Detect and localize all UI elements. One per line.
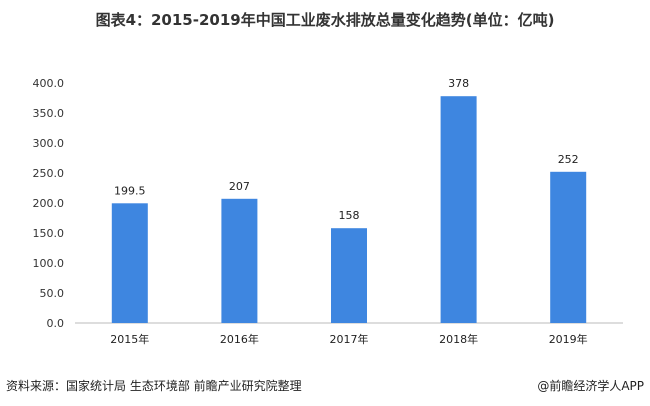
y-tick-label: 150.0 xyxy=(33,227,65,240)
bar xyxy=(550,171,587,323)
y-tick-label: 400.0 xyxy=(33,77,65,90)
data-label: 378 xyxy=(448,77,469,90)
data-label: 252 xyxy=(558,153,579,166)
chart-title: 图表4：2015-2019年中国工业废水排放总量变化趋势(单位：亿吨) xyxy=(95,11,555,29)
y-tick-label: 300.0 xyxy=(33,137,65,150)
bar xyxy=(221,198,258,323)
data-label: 207 xyxy=(229,180,250,193)
x-tick-label: 2015年 xyxy=(110,332,149,346)
y-tick-label: 250.0 xyxy=(33,167,65,180)
y-tick-label: 200.0 xyxy=(33,197,65,210)
y-tick-label: 50.0 xyxy=(40,287,65,300)
y-tick-label: 0.0 xyxy=(47,317,65,330)
x-tick-label: 2017年 xyxy=(330,332,369,346)
bar xyxy=(111,203,148,323)
bar xyxy=(440,96,477,323)
source-note: 资料来源：国家统计局 生态环境部 前瞻产业研究院整理 xyxy=(6,379,302,393)
x-tick-label: 2018年 xyxy=(439,332,478,346)
brand-watermark: @前瞻经济学人APP xyxy=(537,379,644,393)
x-tick-label: 2016年 xyxy=(220,332,259,346)
y-tick-label: 350.0 xyxy=(33,107,65,120)
data-label: 158 xyxy=(339,209,360,222)
y-tick-label: 100.0 xyxy=(33,257,65,270)
x-tick-label: 2019年 xyxy=(549,332,588,346)
bar xyxy=(331,228,367,323)
data-label: 199.5 xyxy=(114,184,146,197)
